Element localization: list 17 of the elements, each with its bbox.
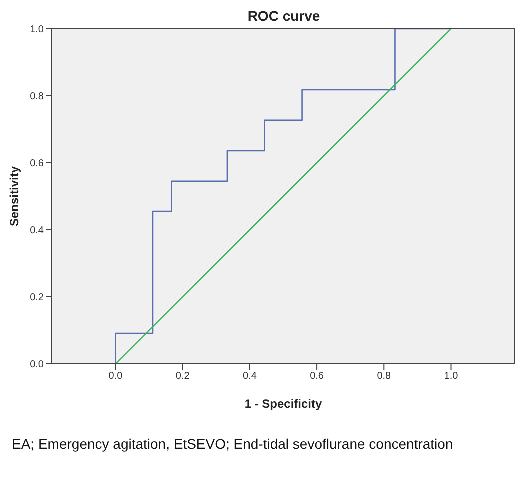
y-tick-label: 0.8 [30,92,44,103]
x-tick-label: 0.6 [310,371,324,382]
x-tick-label: 0.0 [108,371,124,382]
y-tick-label: 0.6 [30,158,44,170]
x-tick-label: 0.8 [377,371,392,382]
x-tick-label: 1.0 [444,371,459,382]
y-tick-label: 0.0 [30,360,44,371]
line-series [115,29,452,364]
y-tick-label: 0.4 [30,226,44,237]
text: EA; Emergency agitation, EtSEVO; End-tidal sevoflurane concentration [11,435,454,454]
y-tick-label: 1.0 [30,24,44,36]
y-axis-title: Sensitivity [7,166,22,227]
chart-title: ROC curve [246,8,322,24]
x-axis-title: 1 - Specificity [244,397,322,411]
x-tick-label: 0.2 [176,371,190,382]
x-tick-label: 0.4 [242,371,258,382]
y-tick-label: 0.2 [30,292,44,304]
